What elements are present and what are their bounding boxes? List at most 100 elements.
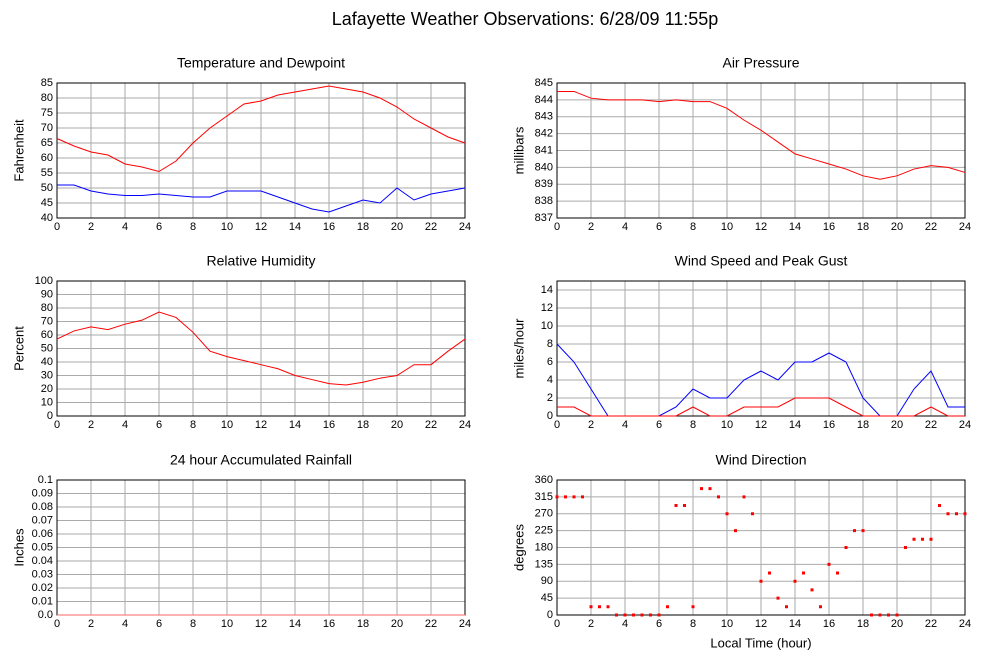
y-axis-label: miles/hour xyxy=(511,318,526,379)
x-tick-label: 18 xyxy=(857,221,869,233)
x-tick-label: 2 xyxy=(88,618,94,630)
x-tick-label: 18 xyxy=(357,221,369,233)
y-tick-label: 225 xyxy=(535,525,553,537)
y-tick-label: 45 xyxy=(541,592,553,604)
plot-frame xyxy=(56,280,466,417)
x-tick-label: 16 xyxy=(323,618,335,630)
x-tick-label: 14 xyxy=(789,618,801,630)
plot-frame xyxy=(556,82,966,219)
y-tick-label: 60 xyxy=(41,152,53,164)
plot-frame xyxy=(556,479,966,616)
data-point xyxy=(921,537,924,541)
x-tick-label: 20 xyxy=(391,221,403,233)
page-title: Lafayette Weather Observations: 6/28/09 … xyxy=(332,9,719,29)
x-tick-label: 12 xyxy=(255,618,267,630)
x-tick-label: 22 xyxy=(925,618,937,630)
x-tick-label: 0 xyxy=(54,618,60,630)
y-tick-label: 10 xyxy=(541,320,553,332)
data-point xyxy=(717,495,720,499)
data-point xyxy=(623,613,627,617)
y-tick-label: 0.08 xyxy=(32,501,53,513)
y-axis-label: Inches xyxy=(11,528,26,567)
x-tick-label: 22 xyxy=(425,221,437,233)
y-axis-label: degrees xyxy=(511,524,526,571)
x-tick-label: 0 xyxy=(554,419,560,431)
data-point xyxy=(691,605,695,609)
x-tick-label: 4 xyxy=(622,618,628,630)
x-tick-label: 20 xyxy=(891,419,903,431)
y-tick-label: 2 xyxy=(547,392,553,404)
data-point xyxy=(895,613,899,617)
plot-frame xyxy=(556,280,966,417)
y-axis-label: millibars xyxy=(511,126,526,174)
y-tick-label: 837 xyxy=(535,212,553,224)
x-tick-label: 24 xyxy=(959,618,971,630)
x-tick-label: 14 xyxy=(289,618,301,630)
y-tick-label: 0.05 xyxy=(32,541,53,553)
y-tick-label: 45 xyxy=(41,197,53,209)
x-tick-label: 20 xyxy=(391,419,403,431)
data-point xyxy=(742,495,746,499)
chart-title: Wind Speed and Peak Gust xyxy=(675,253,848,269)
y-tick-label: 0 xyxy=(547,410,553,422)
x-tick-label: 14 xyxy=(789,419,801,431)
x-tick-label: 4 xyxy=(122,221,128,233)
y-tick-label: 30 xyxy=(41,369,53,381)
y-tick-label: 40 xyxy=(41,212,53,224)
y-tick-label: 135 xyxy=(535,558,553,570)
x-axis-label: Local Time (hour) xyxy=(710,635,811,650)
x-tick-label: 4 xyxy=(122,419,128,431)
y-tick-label: 90 xyxy=(41,288,53,300)
x-tick-label: 2 xyxy=(88,419,94,431)
x-tick-label: 16 xyxy=(823,419,835,431)
y-tick-label: 842 xyxy=(535,128,553,140)
data-point xyxy=(793,579,797,583)
x-tick-label: 6 xyxy=(156,419,162,431)
y-tick-label: 180 xyxy=(535,541,553,553)
y-tick-label: 50 xyxy=(41,182,53,194)
data-point xyxy=(853,529,856,533)
data-point xyxy=(912,537,916,541)
x-tick-label: 18 xyxy=(357,618,369,630)
data-point xyxy=(564,495,567,499)
data-line xyxy=(557,397,965,417)
y-tick-label: 70 xyxy=(41,315,53,327)
y-tick-label: 360 xyxy=(535,474,553,486)
chart-title: Temperature and Dewpoint xyxy=(177,55,345,71)
data-point xyxy=(878,613,882,617)
x-tick-label: 22 xyxy=(925,419,937,431)
x-tick-label: 16 xyxy=(823,618,835,630)
y-tick-label: 839 xyxy=(535,178,553,190)
x-tick-label: 10 xyxy=(721,618,733,630)
data-point xyxy=(581,495,584,499)
chart-title: Air Pressure xyxy=(722,55,799,71)
y-tick-label: 80 xyxy=(41,92,53,104)
x-tick-label: 24 xyxy=(459,618,471,630)
x-tick-label: 16 xyxy=(323,419,335,431)
y-tick-label: 845 xyxy=(535,77,553,89)
x-tick-label: 10 xyxy=(221,618,233,630)
x-tick-label: 2 xyxy=(588,618,594,630)
chart-title: Relative Humidity xyxy=(207,253,316,269)
data-point xyxy=(827,562,831,566)
x-tick-label: 2 xyxy=(588,419,594,431)
data-point xyxy=(870,613,873,617)
x-tick-label: 24 xyxy=(459,419,471,431)
x-tick-label: 0 xyxy=(554,618,560,630)
y-axis-label: Percent xyxy=(11,326,26,371)
x-tick-label: 20 xyxy=(391,618,403,630)
data-point xyxy=(861,529,865,533)
x-tick-label: 16 xyxy=(823,221,835,233)
x-tick-label: 24 xyxy=(959,419,971,431)
y-tick-label: 0.02 xyxy=(32,582,53,594)
data-point xyxy=(836,571,839,575)
x-tick-label: 20 xyxy=(891,221,903,233)
x-tick-label: 6 xyxy=(656,221,662,233)
data-point xyxy=(904,546,907,549)
x-tick-label: 18 xyxy=(857,419,869,431)
x-tick-label: 10 xyxy=(721,419,733,431)
x-tick-label: 10 xyxy=(221,221,233,233)
y-tick-label: 0.01 xyxy=(32,595,53,607)
y-tick-label: 0.04 xyxy=(32,555,53,567)
data-point xyxy=(819,605,822,609)
